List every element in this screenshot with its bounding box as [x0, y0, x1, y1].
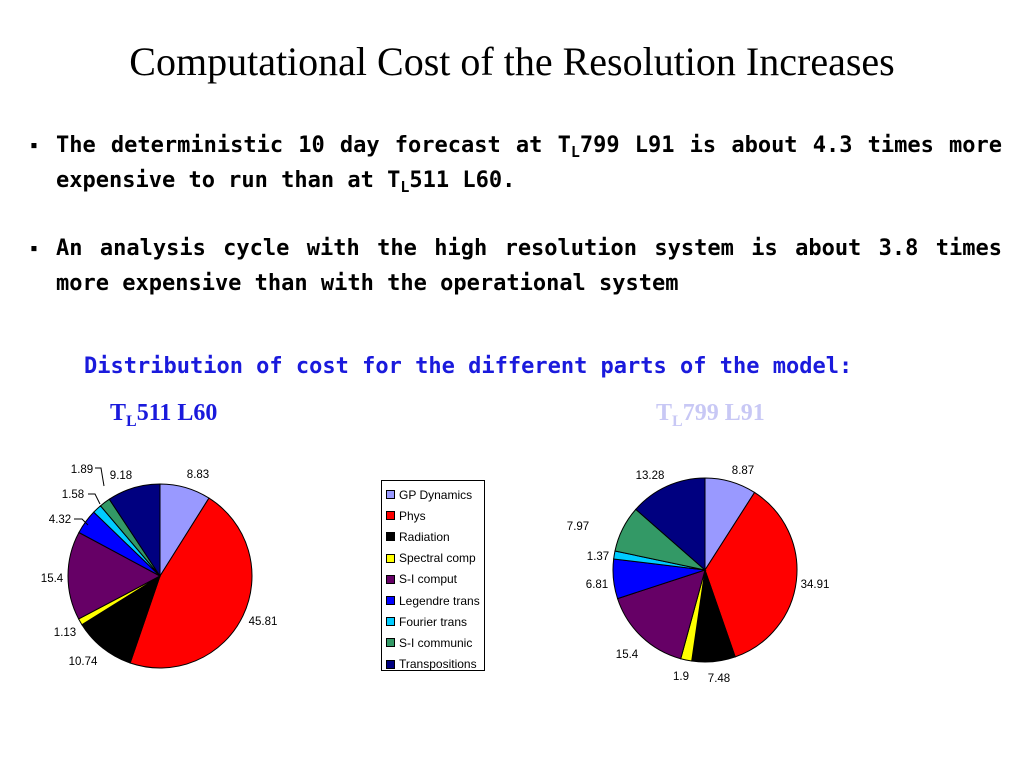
bullet-1: ▪ The deterministic 10 day forecast at T… — [30, 128, 1002, 198]
legend-item: GP Dynamics — [386, 484, 484, 505]
bullet-text: The deterministic 10 day forecast at TL7… — [56, 133, 1002, 196]
bullet-2: ▪ An analysis cycle with the high resolu… — [30, 231, 1002, 301]
legend-swatch — [386, 659, 395, 669]
data-label: 8.87 — [732, 465, 754, 477]
pie-slice-phys — [129, 497, 253, 669]
pie-title-tl799: TL799 L91 — [656, 400, 765, 430]
chart-legend: GP Dynamics Phys Radiation Spectral comp S-I… — [381, 480, 485, 671]
legend-label: Legendre trans — [399, 593, 480, 608]
data-label: 45.81 — [249, 616, 278, 628]
data-label: 13.28 — [636, 470, 665, 482]
data-label: 4.32 — [49, 514, 71, 526]
legend-label: Spectral comp — [399, 551, 476, 566]
leader-line — [88, 493, 101, 505]
data-label: 7.97 — [567, 521, 589, 533]
pie-slice-s-i-comput — [67, 531, 162, 620]
bullet-text: An analysis cycle with the high resoluti… — [56, 236, 1002, 296]
data-label: 15.4 — [616, 649, 639, 661]
legend-item: Transpositions — [386, 654, 484, 675]
data-label: 1.58 — [62, 489, 84, 501]
legend-label: Phys — [399, 508, 426, 523]
bullet-marker: ▪ — [30, 138, 38, 153]
pie-slice-transpositions — [635, 477, 706, 572]
legend-label: GP Dynamics — [399, 487, 473, 502]
legend-label: S-I comput — [399, 572, 458, 587]
chart-subtitle: Distribution of cost for the different p… — [84, 354, 853, 379]
legend-item: S-I communic — [386, 632, 484, 653]
legend-item: Fourier trans — [386, 611, 484, 632]
legend-item: Spectral comp — [386, 548, 484, 569]
legend-swatch — [386, 553, 395, 563]
data-label: 7.48 — [708, 673, 730, 685]
data-label: 8.83 — [187, 469, 209, 481]
bullet-marker: ▪ — [30, 241, 38, 256]
data-label: 34.91 — [801, 579, 830, 591]
data-label: 15.4 — [41, 573, 64, 585]
legend-item: S-I comput — [386, 569, 484, 590]
data-label: 10.74 — [69, 656, 98, 668]
legend-label: Transpositions — [399, 657, 477, 672]
legend-item: Legendre trans — [386, 590, 484, 611]
legend-item: Phys — [386, 505, 484, 526]
legend-swatch — [386, 617, 395, 627]
legend-swatch — [386, 574, 395, 584]
data-label: 1.89 — [71, 464, 93, 476]
legend-swatch — [386, 532, 395, 542]
legend-swatch — [386, 511, 395, 521]
pie-slice-s-i-comput — [616, 569, 706, 660]
legend-item: Radiation — [386, 526, 484, 547]
legend-label: Fourier trans — [399, 614, 468, 629]
legend-label: Radiation — [399, 529, 450, 544]
legend-swatch — [386, 638, 395, 648]
pie-slice-transpositions — [108, 483, 161, 578]
pie-slice-phys — [704, 491, 798, 658]
data-label: 9.18 — [110, 470, 132, 482]
slide-title: Computational Cost of the Resolution Inc… — [129, 39, 895, 84]
leader-line — [74, 518, 89, 526]
data-label: 1.9 — [673, 671, 689, 683]
data-label: 1.37 — [587, 551, 609, 563]
legend-swatch — [386, 596, 395, 606]
data-label: 6.81 — [586, 579, 608, 591]
pie-title-tl511: TL511 L60 — [110, 400, 218, 430]
legend-label: S-I communic — [399, 635, 473, 650]
leader-line — [95, 467, 105, 487]
legend-swatch — [386, 490, 395, 500]
data-label: 1.13 — [54, 627, 76, 639]
